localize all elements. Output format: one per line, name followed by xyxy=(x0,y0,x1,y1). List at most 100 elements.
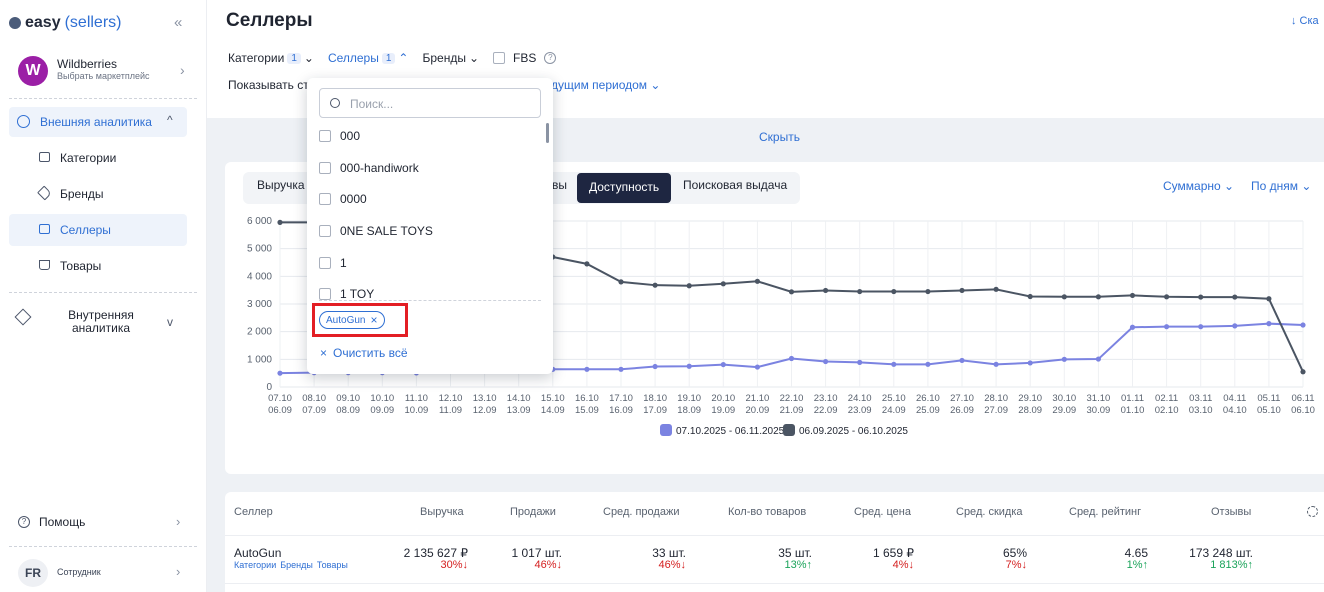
cell-avg-discount: 65% xyxy=(1002,546,1027,560)
sidebar-item-products[interactable]: Товары xyxy=(9,250,187,282)
highlight-box xyxy=(312,303,408,337)
seller-option[interactable]: 0NE SALE TOYS xyxy=(319,222,433,240)
link-categories[interactable]: Категории xyxy=(234,560,277,570)
sidebar: easy (sellers) « W Wildberries Выбрать м… xyxy=(0,0,207,592)
x-tick-label: 30.10 xyxy=(1052,393,1076,404)
x-tick-label-prev: 15.09 xyxy=(575,405,599,416)
x-tick-label: 31.10 xyxy=(1087,393,1111,404)
data-point xyxy=(1198,324,1204,330)
summary-select[interactable]: Суммарно ⌄ xyxy=(1163,179,1235,193)
x-tick-label-prev: 28.09 xyxy=(1018,405,1042,416)
logo[interactable]: easy (sellers) xyxy=(9,14,121,32)
filters-bar: Категории 1 ⌄ Селлеры 1 ⌃ Бренды ⌄ FBS ? xyxy=(228,50,570,66)
delta-avg-discount: 7%↓ xyxy=(1005,559,1027,571)
sidebar-item-sellers[interactable]: Селлеры xyxy=(9,214,187,246)
seller-search xyxy=(319,88,541,118)
sidebar-item-label: Товары xyxy=(60,259,102,273)
seller-option[interactable]: 0000 xyxy=(319,190,367,208)
nav-external-analytics[interactable]: Внешняя аналитика ^ xyxy=(9,107,187,137)
clear-all-button[interactable]: × Очистить всё xyxy=(320,346,408,360)
clear-all-label: Очистить всё xyxy=(333,346,408,360)
tab-search-results[interactable]: Поисковая выдача xyxy=(683,178,788,192)
seller-search-input[interactable] xyxy=(350,95,530,113)
column-header-products-count[interactable]: Кол-во товаров xyxy=(728,506,807,518)
x-tick-label: 15.10 xyxy=(541,393,565,404)
collapse-sidebar-icon[interactable]: « xyxy=(174,14,183,31)
tab-availability[interactable]: Доступность xyxy=(577,173,672,203)
tab-revenue[interactable]: Выручка xyxy=(257,178,305,192)
data-point xyxy=(959,357,965,364)
column-header-avg-discount[interactable]: Сред. скидка xyxy=(956,506,1023,518)
column-header-avg-sales[interactable]: Сред. продажи xyxy=(603,506,680,518)
by-days-select[interactable]: По дням ⌄ xyxy=(1251,179,1312,193)
data-point xyxy=(277,219,283,225)
seller-option[interactable]: 000 xyxy=(319,127,360,145)
seller-option[interactable]: 1 TOY xyxy=(319,285,374,303)
column-header-avg-rating[interactable]: Сред. рейтинг xyxy=(1069,506,1142,518)
x-tick-label: 27.10 xyxy=(950,393,974,404)
data-point xyxy=(686,283,692,289)
cell-revenue: 2 135 627 ₽ xyxy=(403,546,468,560)
filter-categories[interactable]: Категории 1 ⌄ xyxy=(228,51,314,65)
data-point xyxy=(584,261,590,267)
divider xyxy=(9,292,197,293)
export-link[interactable]: ↓ Ска xyxy=(1291,15,1319,27)
period-select[interactable]: дущим периодом ⌄ xyxy=(551,78,661,92)
column-header-sales[interactable]: Продажи xyxy=(510,506,556,518)
sidebar-item-categories[interactable]: Категории xyxy=(9,142,187,174)
option-label: 0000 xyxy=(340,192,367,206)
fbs-checkbox[interactable] xyxy=(493,52,506,64)
help-icon[interactable]: ? xyxy=(544,52,557,64)
x-tick-label: 16.10 xyxy=(575,393,599,404)
link-brands[interactable]: Бренды xyxy=(280,560,313,570)
column-header-reviews[interactable]: Отзывы xyxy=(1211,506,1252,518)
filter-brands[interactable]: Бренды ⌄ xyxy=(422,51,479,65)
x-tick-label-prev: 03.10 xyxy=(1189,405,1213,416)
filter-count-badge: 1 xyxy=(287,52,301,64)
show-stats-toggle[interactable]: Показывать ст xyxy=(228,78,309,92)
data-point xyxy=(720,281,726,287)
seller-option[interactable]: 000-handiwork xyxy=(319,159,419,177)
close-icon[interactable]: × xyxy=(370,313,378,327)
option-checkbox[interactable] xyxy=(319,193,331,205)
x-tick-label-prev: 05.10 xyxy=(1257,405,1281,416)
hide-link[interactable]: Скрыть xyxy=(759,130,800,144)
seller-name[interactable]: AutoGun xyxy=(234,546,282,560)
chart-legend[interactable]: 07.10.2025 - 06.11.2025 06.09.2025 - 06.1… xyxy=(660,424,908,437)
gear-icon[interactable] xyxy=(1307,506,1318,517)
user-menu[interactable]: FR Сотрудник › xyxy=(18,559,188,587)
marketplace-selector[interactable]: W Wildberries Выбрать маркетплейс › xyxy=(18,56,193,86)
sidebar-item-brands[interactable]: Бренды xyxy=(9,178,187,210)
option-checkbox[interactable] xyxy=(319,162,331,174)
option-checkbox[interactable] xyxy=(319,257,331,269)
option-checkbox[interactable] xyxy=(319,130,331,142)
help-link[interactable]: ? Помощь › xyxy=(18,514,188,532)
nav-internal-analytics[interactable]: Внутренняя аналитика v xyxy=(9,305,187,339)
delta-avg-sales: 46%↓ xyxy=(658,559,686,571)
data-point xyxy=(1300,369,1306,375)
data-point xyxy=(925,361,931,367)
data-point xyxy=(1198,294,1204,300)
x-tick-label: 26.10 xyxy=(916,393,940,404)
option-checkbox[interactable] xyxy=(319,288,331,300)
x-tick-label: 13.10 xyxy=(473,393,497,404)
tab-partial[interactable]: вы xyxy=(552,178,567,192)
option-label: 1 xyxy=(340,256,347,270)
x-tick-label-prev: 10.09 xyxy=(405,405,429,416)
filter-label: Бренды xyxy=(422,51,466,65)
link-products[interactable]: Товары xyxy=(316,560,348,570)
y-tick-label: 3 000 xyxy=(247,299,272,310)
x-tick-label-prev: 21.09 xyxy=(780,405,804,416)
column-header-revenue[interactable]: Выручка xyxy=(420,506,464,518)
data-point xyxy=(1095,294,1101,300)
scrollbar[interactable] xyxy=(546,123,549,143)
filter-fbs[interactable]: FBS ? xyxy=(493,51,557,65)
column-header-avg-price[interactable]: Сред. цена xyxy=(854,506,911,518)
sellers-dropdown: 000 000-handiwork 0000 0NE SALE TOYS 1 1… xyxy=(307,78,553,374)
seller-option[interactable]: 1 xyxy=(319,254,347,272)
option-label: 0NE SALE TOYS xyxy=(340,224,433,238)
data-point xyxy=(891,288,897,295)
filter-sellers[interactable]: Селлеры 1 ⌃ xyxy=(328,51,409,65)
option-checkbox[interactable] xyxy=(319,225,331,237)
column-header-seller[interactable]: Селлер xyxy=(234,506,273,518)
